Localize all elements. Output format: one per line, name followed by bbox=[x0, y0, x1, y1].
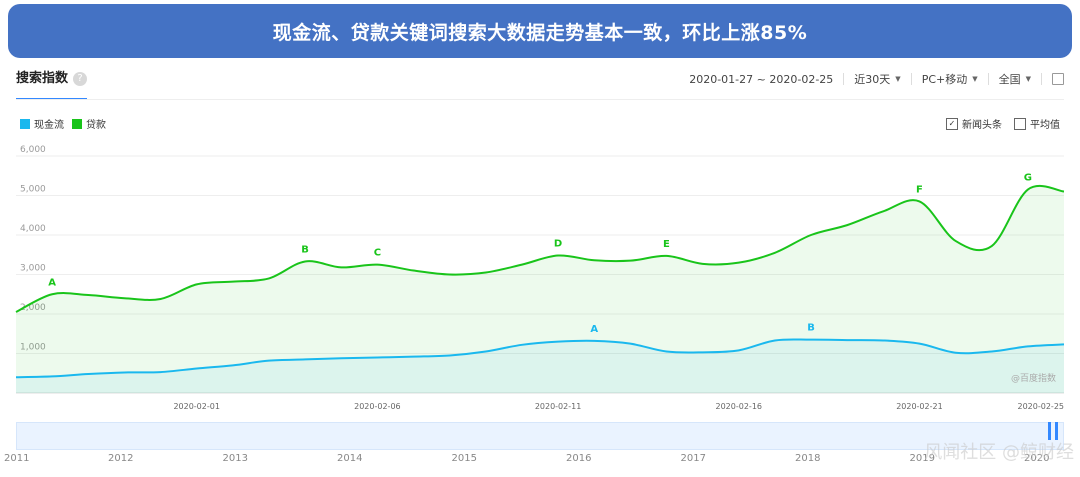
headline-title: 现金流、贷款关键词搜索大数据走势基本一致，环比上涨85% bbox=[272, 21, 808, 44]
timeline-year-label: 2020 bbox=[1024, 453, 1050, 464]
series-area-0 bbox=[16, 185, 1064, 393]
baidu-index-watermark: @百度指数 bbox=[1011, 372, 1056, 384]
timeline-year-label: 2016 bbox=[566, 453, 592, 464]
x-tick-label: 2020-02-21 bbox=[896, 402, 943, 411]
y-tick-label: 6,000 bbox=[20, 145, 46, 155]
x-tick-label: 2020-02-11 bbox=[535, 402, 582, 411]
question-circle-icon[interactable]: ? bbox=[73, 72, 88, 86]
annotation-marker[interactable]: A bbox=[590, 324, 598, 335]
y-tick-label: 2,000 bbox=[20, 303, 46, 313]
device-select-value: PC+移动 bbox=[921, 73, 968, 86]
chart-toolbar: 搜索指数 ? 2020-01-27 ~ 2020-02-25 近30天 ▼ PC+… bbox=[0, 64, 1080, 100]
news-checkbox-label[interactable]: 新闻头条 bbox=[962, 120, 1002, 131]
time-range-slider[interactable] bbox=[16, 422, 1064, 450]
trend-chart: 6,000 5,000 4,000 3,000 2,000 1,000 A B C D E F G A B 2… bbox=[15, 145, 1065, 411]
annotation-marker[interactable]: B bbox=[301, 244, 309, 255]
annotation-marker[interactable]: D bbox=[554, 239, 562, 250]
region-select[interactable]: 全国 ▼ bbox=[999, 71, 1031, 87]
series-line-0[interactable] bbox=[15, 185, 1065, 313]
x-tick-label: 2020-02-16 bbox=[716, 402, 763, 411]
x-tick-label: 2020-02-06 bbox=[354, 402, 401, 411]
timeline-year-label: 2015 bbox=[451, 453, 477, 464]
divider bbox=[987, 73, 989, 85]
average-checkbox-label[interactable]: 平均值 bbox=[1030, 120, 1060, 131]
annotation-marker[interactable]: C bbox=[374, 248, 381, 259]
x-tick-label: 2020-02-01 bbox=[173, 402, 220, 411]
filter-controls: 2020-01-27 ~ 2020-02-25 近30天 ▼ PC+移动 ▼ 全国 ▼ bbox=[689, 70, 1064, 88]
period-select-value: 近30天 bbox=[854, 73, 891, 86]
timeline-year-label: 2013 bbox=[222, 453, 248, 464]
divider bbox=[843, 73, 845, 85]
legend-label-cashflow[interactable]: 现金流 bbox=[34, 120, 64, 131]
external-link-icon[interactable] bbox=[1052, 73, 1064, 85]
timeline-year-label: 2017 bbox=[680, 453, 706, 464]
headline-banner: 现金流、贷款关键词搜索大数据走势基本一致，环比上涨85% bbox=[8, 4, 1072, 58]
series-area-1 bbox=[16, 339, 1064, 393]
y-tick-label: 5,000 bbox=[20, 185, 46, 195]
legend-swatch-loan[interactable] bbox=[72, 118, 82, 129]
chevron-down-icon: ▼ bbox=[895, 75, 901, 83]
annotation-marker[interactable]: A bbox=[48, 277, 56, 288]
chart-legend: 现金流 贷款 bbox=[20, 116, 106, 131]
slider-handle-right[interactable] bbox=[1055, 422, 1058, 440]
date-range-label[interactable]: 2020-01-27 ~ 2020-02-25 bbox=[689, 72, 834, 86]
legend-label-loan[interactable]: 贷款 bbox=[86, 120, 106, 131]
slider-handle-left[interactable] bbox=[1048, 422, 1051, 440]
region-select-value: 全国 bbox=[998, 73, 1021, 86]
y-tick-label: 3,000 bbox=[20, 264, 46, 274]
device-select[interactable]: PC+移动 ▼ bbox=[922, 71, 978, 87]
timeline-year-label: 2014 bbox=[337, 453, 363, 464]
annotation-marker[interactable]: F bbox=[916, 184, 923, 195]
header-divider bbox=[16, 99, 1064, 100]
chevron-down-icon: ▼ bbox=[972, 75, 978, 83]
divider bbox=[910, 73, 912, 85]
divider bbox=[1041, 73, 1042, 85]
timeline-year-label: 2011 bbox=[4, 453, 30, 464]
chevron-down-icon: ▼ bbox=[1025, 75, 1031, 83]
news-checkbox[interactable]: ✓ bbox=[946, 117, 958, 130]
tab-search-index[interactable]: 搜索指数 ? bbox=[16, 70, 88, 100]
timeline-year-label: 2018 bbox=[795, 453, 821, 464]
y-tick-label: 4,000 bbox=[20, 224, 46, 234]
period-select[interactable]: 近30天 ▼ bbox=[854, 71, 900, 87]
average-checkbox[interactable] bbox=[1014, 117, 1026, 130]
annotation-marker[interactable]: B bbox=[807, 323, 815, 334]
legend-swatch-cashflow[interactable] bbox=[20, 118, 30, 129]
y-tick-label: 1,000 bbox=[20, 343, 46, 353]
tab-label: 搜索指数 bbox=[16, 71, 69, 86]
annotation-marker[interactable]: G bbox=[1024, 173, 1032, 184]
x-tick-label: 2020-02-25 bbox=[1018, 402, 1065, 411]
timeline-year-label: 2019 bbox=[909, 453, 935, 464]
annotation-marker[interactable]: E bbox=[663, 239, 670, 250]
timeline-year-label: 2012 bbox=[108, 453, 134, 464]
chart-options: ✓ 新闻头条 平均值 bbox=[946, 116, 1060, 131]
timeline-years: 2011 2012 2013 2014 2015 2016 2017 2018 2019 2020 bbox=[0, 453, 1080, 473]
source-watermark: 风闻社区 @鲸财经 bbox=[924, 442, 1074, 463]
series-line-1[interactable] bbox=[15, 338, 1065, 379]
